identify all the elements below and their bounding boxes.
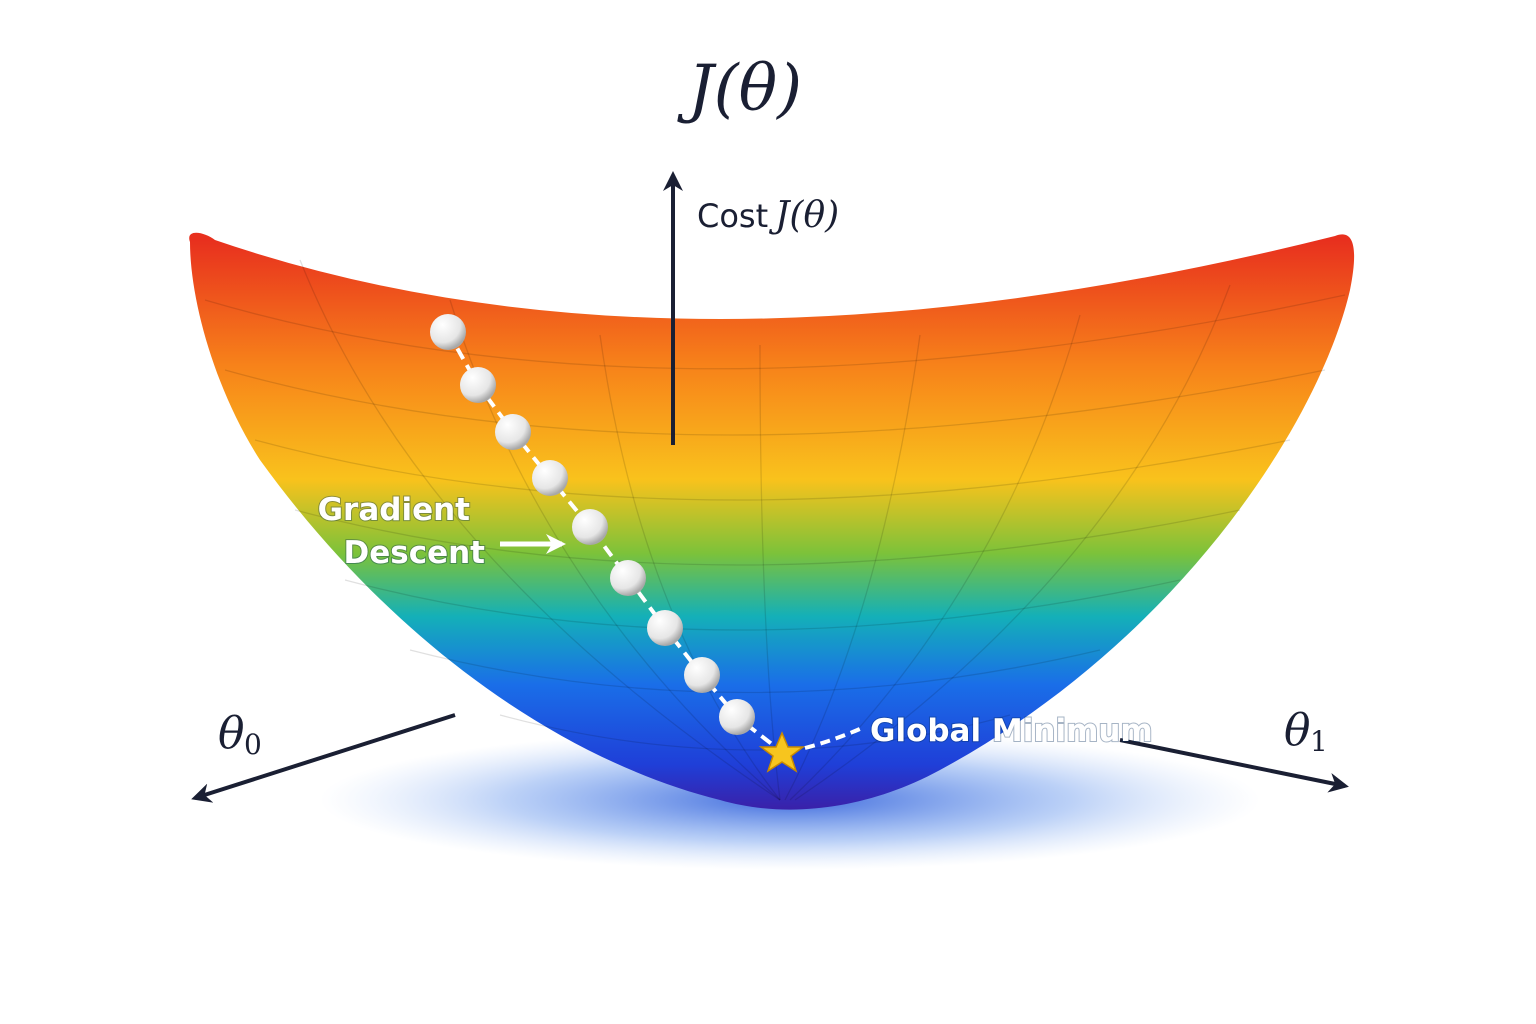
cost-label: Cost: [697, 197, 768, 235]
minimum-label: Global Minimum: [870, 713, 1153, 749]
cost-symbol: J(θ): [768, 195, 839, 236]
theta0-label: θ: [218, 708, 245, 759]
theta0-subscript: 0: [244, 728, 262, 761]
minimum-star: [758, 731, 806, 773]
title: J(θ): [677, 52, 802, 126]
theta0-axis: [191, 713, 456, 803]
descent-path: [446, 331, 784, 754]
path-label: Gradient: [318, 492, 471, 528]
theta1-label: θ: [1284, 705, 1311, 756]
path-label: Descent: [344, 535, 486, 571]
theta1-subscript: 1: [1310, 725, 1328, 758]
descent-steps: [430, 314, 755, 735]
theta1-axis: [1119, 738, 1349, 793]
minimum-pointer: [804, 726, 863, 750]
